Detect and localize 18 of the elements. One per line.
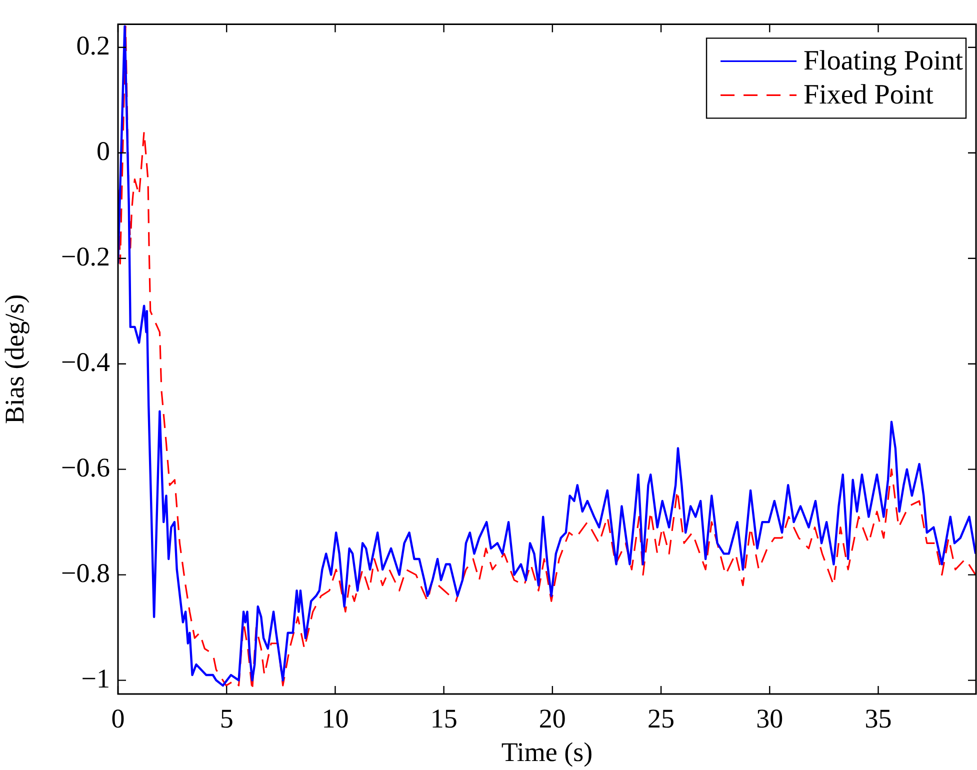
legend-label: Floating Point — [804, 46, 964, 77]
x-tick-label: 10 — [322, 703, 349, 734]
y-tick-label: 0 — [96, 136, 110, 166]
y-tick-label: −0.2 — [61, 241, 110, 272]
y-tick-label: −1 — [81, 663, 110, 694]
y-tick-label: 0.2 — [76, 30, 110, 60]
y-tick-label: −0.8 — [61, 558, 110, 588]
x-tick-label: 5 — [220, 703, 234, 734]
x-tick-label: 15 — [430, 703, 458, 734]
y-axis-title: Bias (deg/s) — [0, 294, 30, 424]
x-tick-label: 20 — [538, 703, 566, 734]
legend-label: Fixed Point — [804, 80, 934, 111]
y-tick-label: −0.4 — [61, 346, 110, 377]
x-axis-title: Time (s) — [501, 736, 593, 767]
x-tick-label: 35 — [864, 703, 892, 734]
y-tick-label: −0.6 — [61, 452, 110, 482]
x-tick-label: 30 — [756, 703, 784, 734]
x-tick-label: 25 — [648, 703, 675, 734]
